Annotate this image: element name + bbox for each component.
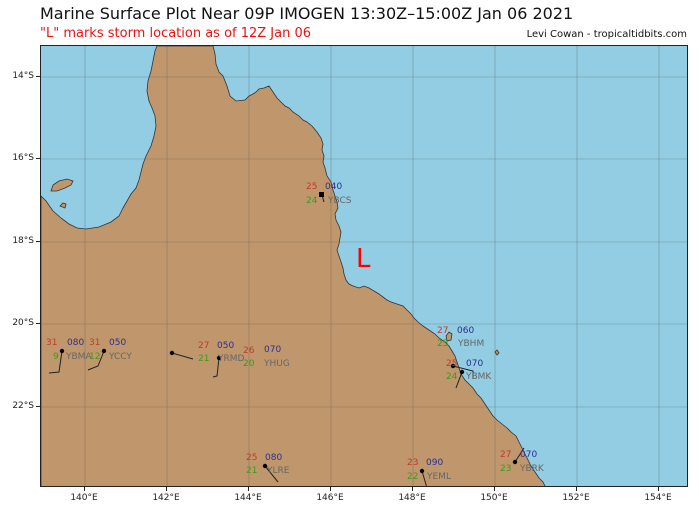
lat-label-22s: 22°S [12,401,34,411]
station-ybrk-id: YBRK [520,464,544,474]
lon-label-152e: 152°E [562,493,590,503]
station-ybmk-temp: 25 [446,359,458,369]
station-ybrk-dewpoint: 23 [500,464,512,474]
lat-tick [36,76,40,77]
lon-tick [330,487,331,491]
station-ylre-pressure: 080 [265,453,283,463]
station-ylre-id: YLRE [267,466,290,476]
station-yeml-pressure: 090 [426,458,444,468]
station-yccy-temp: 31 [89,338,101,348]
island-small [59,202,67,209]
station-yhug-id: YHUG [264,359,290,369]
station-yrmd-dewpoint: 21 [198,354,210,364]
station-yeml-id: YEML [427,472,451,482]
station-ybcs-id: YBCS [328,196,352,206]
station-ybmk-dewpoint: 24 [446,372,458,382]
storm-location-marker: L [356,244,371,274]
lat-label-18s: 18°S [12,236,34,246]
station-ybhm-id: YBHM [458,339,485,349]
island-whitsunday [445,331,453,342]
lat-tick [36,241,40,242]
map-canvas [41,46,687,486]
station-ybma-dewpoint: 9 [53,352,59,362]
lat-label-16s: 16°S [12,153,34,163]
station-ybhm-pressure: 060 [457,326,475,336]
storm-note: "L" marks storm location as of 12Z Jan 0… [40,26,312,41]
island-mornington [50,178,74,192]
station-ylre-dewpoint: 21 [246,466,258,476]
lat-tick [36,406,40,407]
lon-tick [494,487,495,491]
lat-label-20s: 20°S [12,318,34,328]
station-ybma-temp: 31 [46,338,58,348]
lat-tick [36,158,40,159]
station-yhug-dewpoint: 20 [243,359,255,369]
station-ylre-temp: 25 [246,453,258,463]
lon-tick [658,487,659,491]
station-yhug-pressure: 070 [264,345,282,355]
station-yeml-temp: 23 [407,458,419,468]
station-ybhm-dewpoint: 25 [437,339,449,349]
station-ybhm-temp: 27 [437,326,449,336]
station-yrmd-pressure: 050 [217,341,235,351]
plot-title: Marine Surface Plot Near 09P IMOGEN 13:3… [40,4,574,23]
wind-barbs [48,194,525,486]
station-yccy-id: YCCY [109,352,132,362]
lon-label-144e: 144°E [234,493,262,503]
lon-tick [166,487,167,491]
lon-tick [576,487,577,491]
station-ybcs-dewpoint: 24 [306,196,318,206]
station-ybcs-temp: 25 [306,182,318,192]
station-yeml-dewpoint: 22 [407,472,419,482]
station-ybrk-pressure: 070 [520,450,538,460]
station-ybrk-temp: 27 [500,450,512,460]
station-ybma-id: YBMA [66,352,92,362]
lon-tick [412,487,413,491]
land-australia [41,46,546,486]
lat-label-14s: 14°S [12,71,34,81]
island-reef [494,349,500,356]
lon-tick [84,487,85,491]
lat-tick [36,323,40,324]
lon-label-148e: 148°E [398,493,426,503]
station-yrmd-id: YRMD [218,354,245,364]
lon-label-146e: 146°E [316,493,344,503]
map-panel[interactable]: L 25 040 24 YBCS 31 080 9 YBMA 31 050 12… [40,45,688,487]
station-yhug-temp: 26 [243,346,255,356]
station-dots [59,192,518,474]
station-yccy-pressure: 050 [109,338,127,348]
lon-label-140e: 140°E [70,493,98,503]
lon-tick [248,487,249,491]
station-yccy-dewpoint: 12 [89,352,101,362]
station-yrmd-temp: 27 [198,341,210,351]
lon-label-142e: 142°E [152,493,180,503]
lon-label-150e: 150°E [480,493,508,503]
gridlines [41,46,687,486]
lon-label-154e: 154°E [644,493,672,503]
station-ybmk-pressure: 070 [466,359,484,369]
credit: Levi Cowan - tropicaltidbits.com [526,29,687,40]
station-ybmk-id: YBMK [466,372,492,382]
station-ybcs-pressure: 040 [325,182,343,192]
station-ybma-pressure: 080 [67,338,85,348]
